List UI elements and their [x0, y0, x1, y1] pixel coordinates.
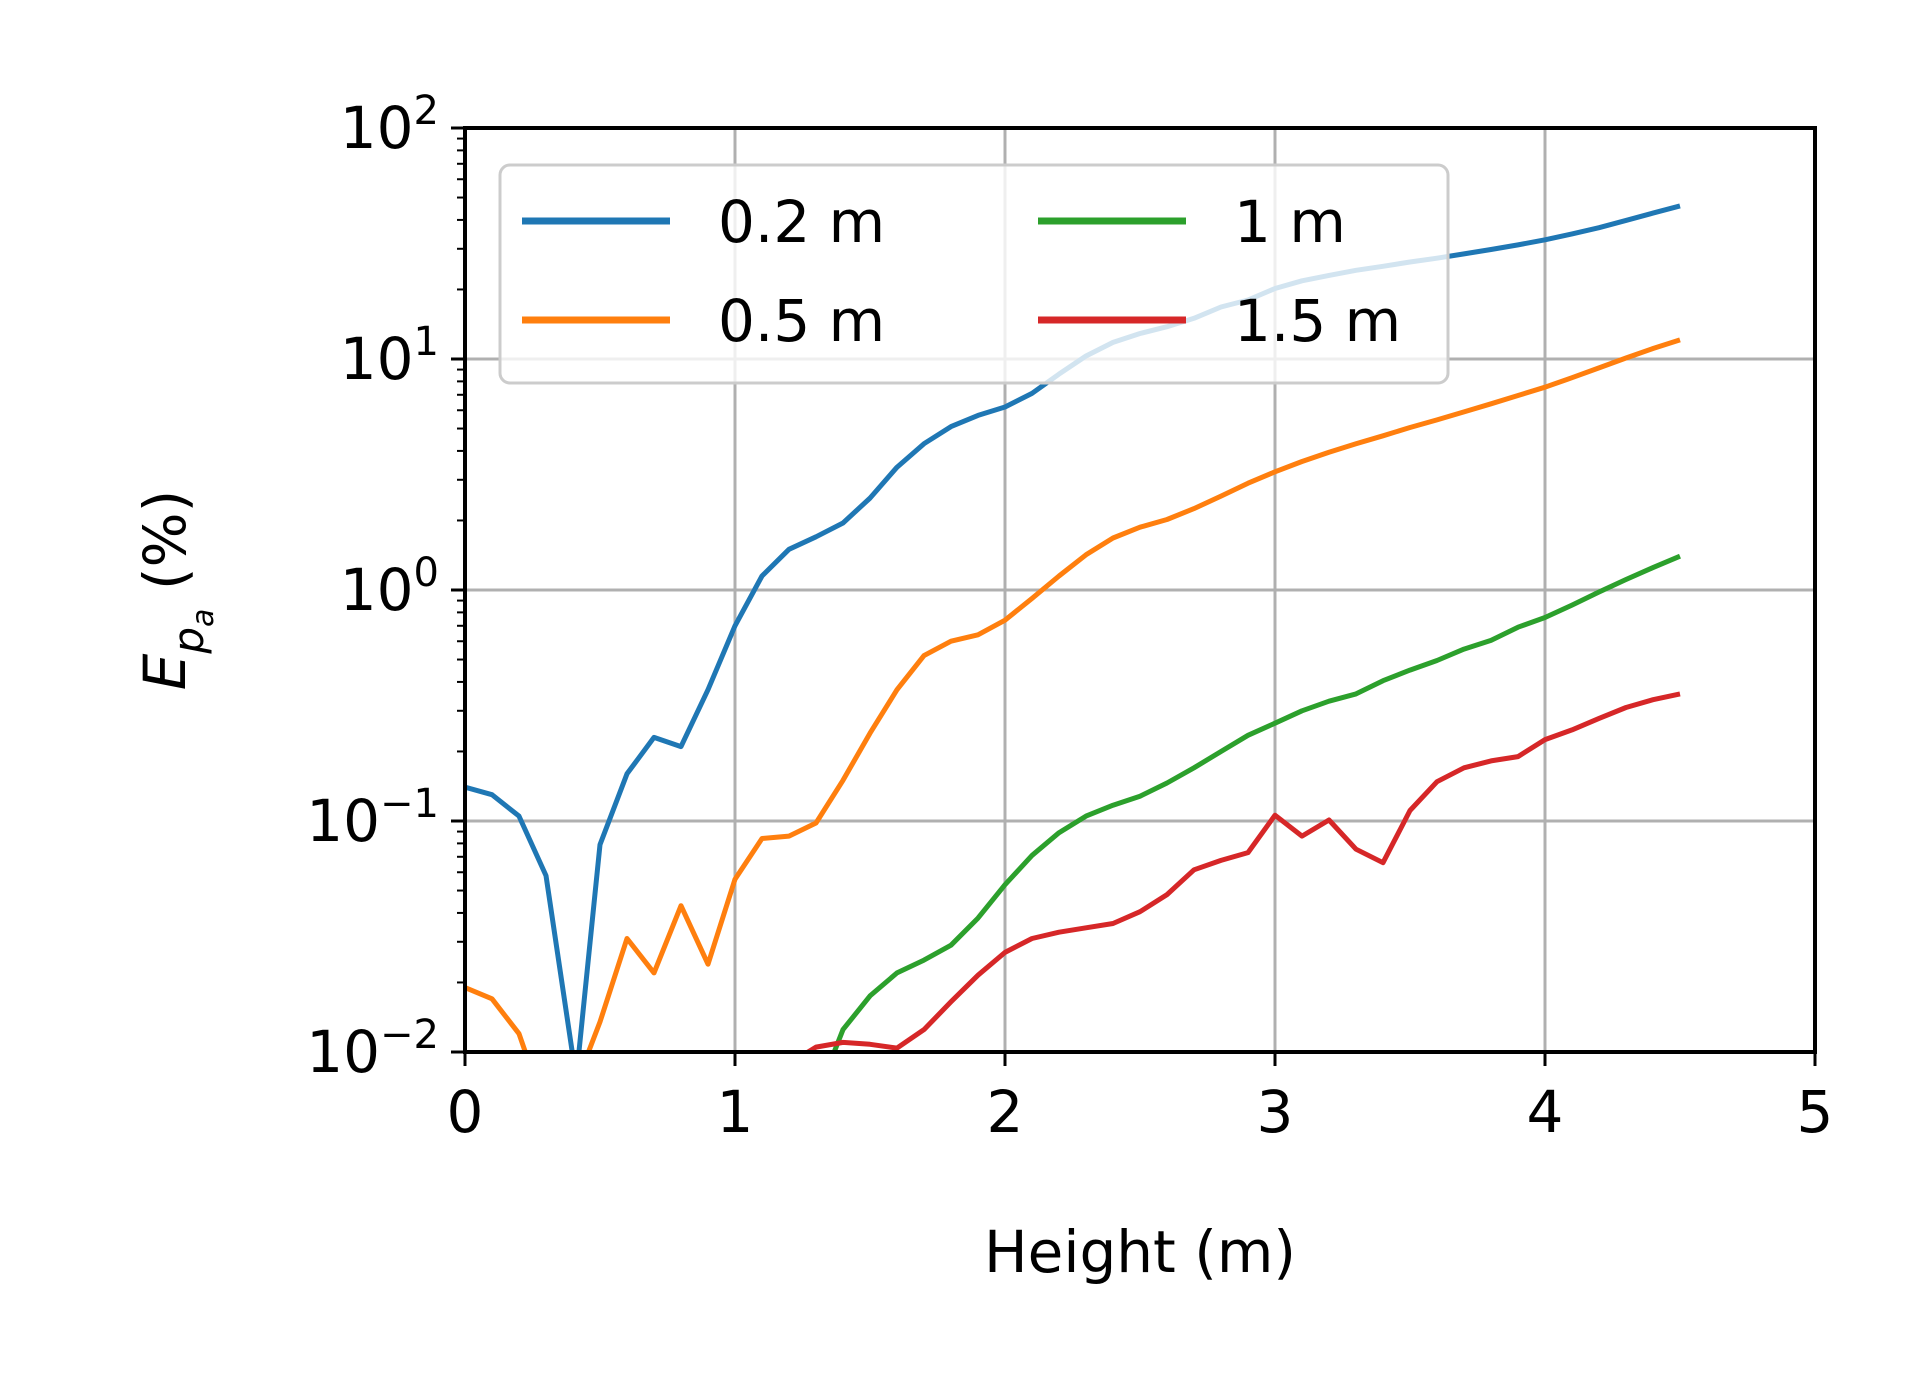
y-tick-label: 101: [340, 319, 439, 393]
x-tick-label: 5: [1797, 1078, 1834, 1146]
series-line: [831, 553, 1681, 1052]
y-tick-label: 10−1: [306, 781, 439, 855]
series-line: [803, 691, 1681, 1052]
legend-label: 0.2 m: [718, 188, 885, 256]
data-series: [465, 203, 1681, 1052]
legend-label: 1.5 m: [1234, 287, 1401, 355]
x-axis-label: Height (m): [984, 1218, 1296, 1286]
legend-label: 0.5 m: [718, 287, 885, 355]
y-tick-label: 102: [340, 88, 439, 162]
x-tick-label: 4: [1527, 1078, 1564, 1146]
series-line: [465, 337, 1681, 1052]
legend-box: [498, 163, 1450, 385]
x-tick-label: 2: [987, 1078, 1024, 1146]
legend: 0.2 m 0.5 m 1 m 1.5 m: [498, 163, 1450, 385]
legend-label: 1 m: [1234, 188, 1346, 256]
x-tick-label: 3: [1257, 1078, 1294, 1146]
y-tick-label: 10−2: [306, 1012, 439, 1086]
y-tick-label: 100: [340, 550, 439, 624]
x-tick-label: 0: [447, 1078, 484, 1146]
x-tick-label: 1: [717, 1078, 754, 1146]
axis-ticks: 0 1 2 3 4 5 10−2 10−1 100 101 102: [306, 88, 1833, 1146]
y-axis-label: Epa (%): [131, 490, 221, 691]
